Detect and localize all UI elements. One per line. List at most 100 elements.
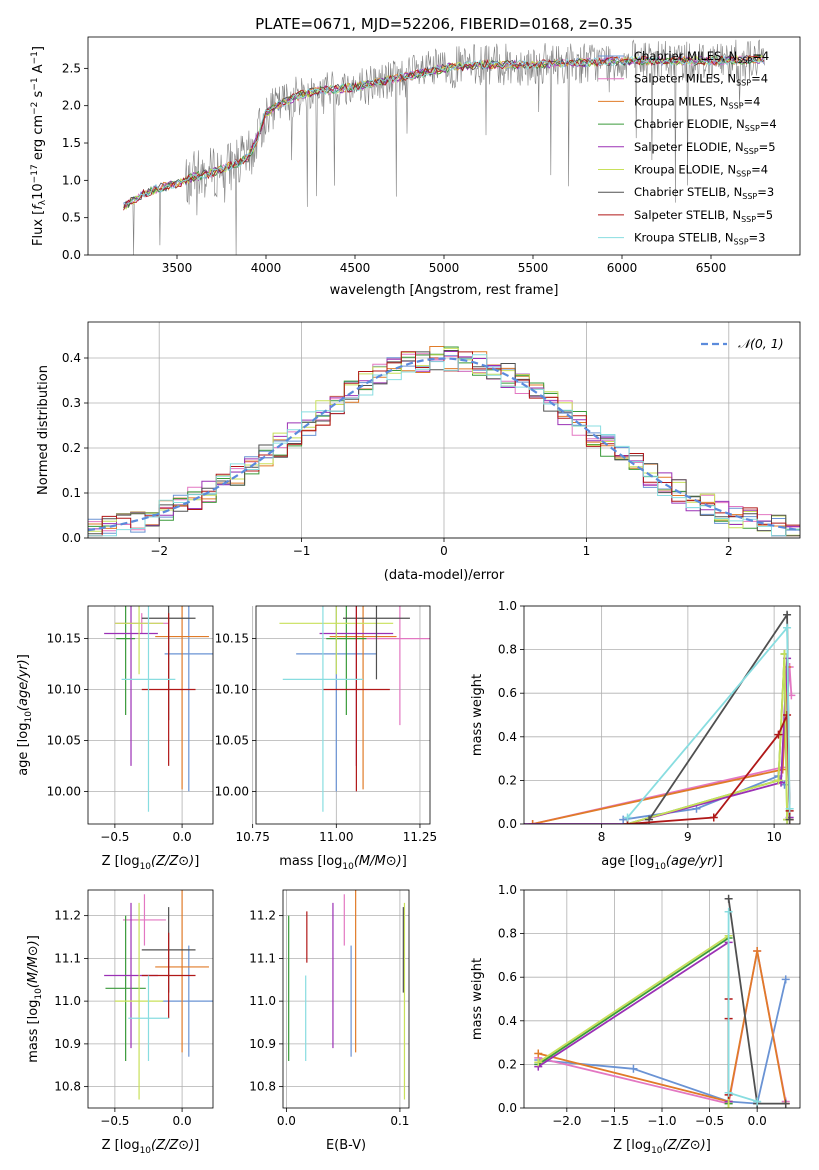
errorbar-kroupa-miles <box>155 890 209 1053</box>
age-z-xlabel: Z [log10(Z/Z⊙)] <box>102 854 200 872</box>
spectrum-frame <box>87 36 801 256</box>
ylabel-part: ] <box>31 46 46 51</box>
label-math: (age/yr) <box>16 659 31 711</box>
weight-age-frame <box>523 605 801 825</box>
x-tick-label: −0.5 <box>100 1114 129 1128</box>
errorbar-salpeter-stelib <box>141 932 196 1019</box>
weight-marker <box>724 1088 733 1097</box>
y-tick-label: 11.2 <box>249 909 276 923</box>
x-tick-label: −1.0 <box>647 1114 676 1128</box>
y-tick-label: 10.10 <box>47 683 81 697</box>
spectrum-axes: 3500 4000 4500 5000 5500 6000 6500 0.0 0.5 1.0 1.5… <box>62 61 726 275</box>
legend-text: Chabrier ELODIE, N <box>634 117 745 131</box>
y-tick-label: 10.15 <box>215 632 249 646</box>
label-text: Z [log <box>613 1138 651 1153</box>
y-tick-label: 0.1 <box>62 486 81 500</box>
errorbar-chabrier-elodie <box>105 915 146 1061</box>
x-tick-label: −1 <box>293 544 311 558</box>
x-tick-label: −0.5 <box>100 830 129 844</box>
legend-sub: SSP <box>744 147 759 156</box>
spectrum-xlabel: wavelength [Angstrom, rest frame] <box>330 283 559 298</box>
label-math: (Z/Z⊙) <box>663 1138 706 1153</box>
legend-entry-salpeter-stelib: Salpeter STELIB, NSSP=5 <box>634 208 773 224</box>
weight-marker <box>783 610 792 619</box>
ylabel-part: s <box>31 90 46 101</box>
weight-marker <box>724 907 733 916</box>
errorbar-kroupa-elodie <box>279 606 394 675</box>
y-tick-label: 10.9 <box>249 1037 276 1051</box>
legend-sub: SSP <box>737 56 752 65</box>
residuals-plot-area <box>88 346 800 537</box>
ylabel-part: λ <box>38 199 48 205</box>
legend-text: =4 <box>751 72 768 86</box>
legend-text: Kroupa STELIB, N <box>634 231 734 245</box>
age-mass-xlabel: mass [log10(M/M⊙)] <box>279 854 407 872</box>
x-tick-label: 11.25 <box>403 830 437 844</box>
y-tick-label: 11.0 <box>54 994 81 1008</box>
residual-ylabel: Normed distribution <box>36 365 51 495</box>
x-tick-label: −2.0 <box>552 1114 581 1128</box>
y-tick-label: 0.0 <box>498 1101 517 1115</box>
y-tick-label: 10.8 <box>54 1080 81 1094</box>
legend-text: =4 <box>751 163 768 177</box>
residuals-axes: −2 −1 0 1 2 0.0 0.1 0.2 0.3 0.4 <box>62 322 800 558</box>
legend-sub: SSP <box>745 124 760 133</box>
x-tick-label: 1 <box>583 544 591 558</box>
errorbar-kroupa-stelib <box>282 606 364 812</box>
y-tick-label: 10.10 <box>215 683 249 697</box>
x-tick-label: 6500 <box>696 261 727 275</box>
errorbar-chabrier-stelib <box>343 606 410 680</box>
x-tick-label: 0.0 <box>277 1114 296 1128</box>
x-tick-label: 2 <box>725 544 733 558</box>
weight-series-salpeter-stelib <box>623 711 794 824</box>
x-tick-label: −0.5 <box>695 1114 724 1128</box>
ylabel-part: −17 <box>30 164 40 183</box>
mass-z-plot-area <box>104 890 213 1100</box>
legend-text: Kroupa MILES, N <box>634 94 729 108</box>
normal-distribution-curve <box>88 357 800 532</box>
errorbar-salpeter-miles <box>366 606 430 726</box>
legend-text: =4 <box>760 117 777 131</box>
weight-z-xlabel: Z [log10(Z/Z⊙)] <box>613 1138 711 1156</box>
label-text: ] <box>718 854 723 869</box>
x-tick-label: −2 <box>150 544 168 558</box>
legend-sub: SSP <box>736 170 751 179</box>
legend-text: Chabrier MILES, N <box>634 49 737 63</box>
residual-xlabel: (data-model)/error <box>384 568 505 583</box>
y-tick-label: 0.0 <box>62 531 81 545</box>
y-tick-label: 11.0 <box>249 994 276 1008</box>
weight-series-salpeter-miles <box>528 663 796 824</box>
x-tick-label: 10 <box>766 830 781 844</box>
mass-ebv-axes: 0.0 0.1 10.8 10.9 11.0 11.1 11.2 <box>249 890 409 1128</box>
weight-line <box>524 658 791 824</box>
weight-line <box>648 611 791 821</box>
ylabel-part: Flux [ <box>31 210 46 246</box>
weight-z-plot-area <box>534 894 790 1108</box>
weight-marker <box>785 804 794 813</box>
weight-marker <box>774 776 783 785</box>
y-tick-label: 0.6 <box>498 970 517 984</box>
weight-marker <box>753 947 762 956</box>
weight-marker <box>774 730 783 739</box>
legend-entry-salpeter-elodie: Salpeter ELODIE, NSSP=5 <box>634 140 776 156</box>
x-tick-label: 0.0 <box>173 830 192 844</box>
y-tick-label: 0.0 <box>62 248 81 262</box>
ylabel-part: −1 <box>30 77 40 90</box>
model-spectrum-kroupa-stelib <box>123 55 765 205</box>
ylabel-part: erg cm <box>31 115 46 164</box>
label-text: ] <box>402 854 407 869</box>
ylabel-part: A <box>31 64 46 77</box>
model-spectrum-kroupa-elodie <box>123 54 765 210</box>
label-text: Z [log <box>102 1138 140 1153</box>
weight-marker <box>528 820 537 824</box>
y-tick-label: 0.2 <box>498 1057 517 1071</box>
legend-text: =4 <box>744 94 761 108</box>
weight-marker <box>781 1099 790 1108</box>
errorbar-salpeter-stelib <box>322 606 390 792</box>
label-text: age [log <box>16 723 31 776</box>
legend-sub: SSP <box>742 192 757 201</box>
errorbar-salpeter-miles <box>122 894 166 946</box>
weight-marker <box>623 813 632 822</box>
x-tick-label: 8 <box>598 830 606 844</box>
y-tick-label: 10.00 <box>215 784 249 798</box>
